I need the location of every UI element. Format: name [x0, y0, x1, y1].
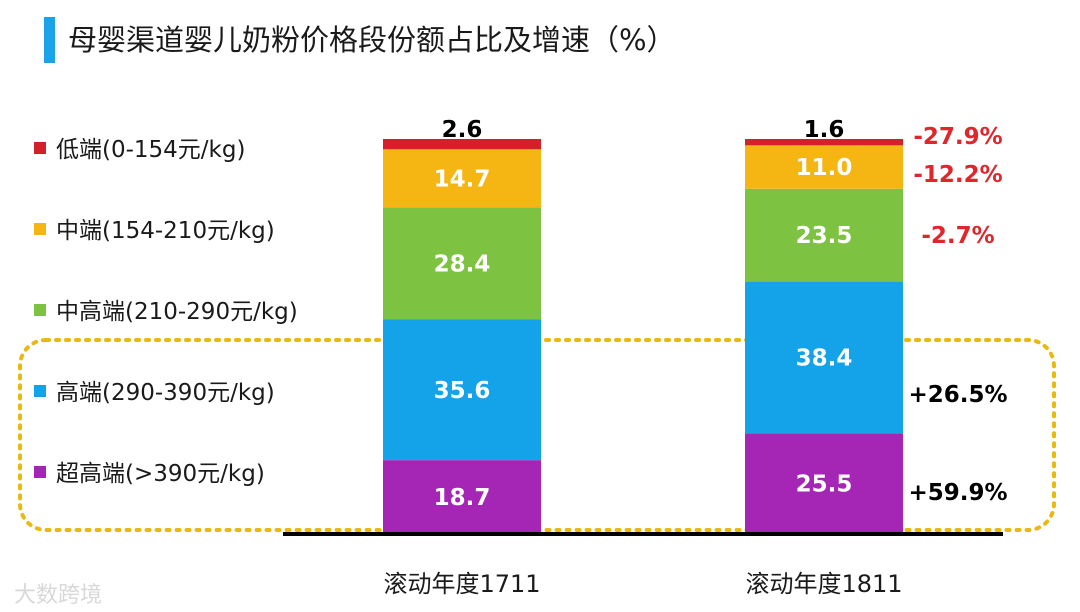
- category-label: 滚动年度1811: [745, 570, 902, 598]
- chart-title: 母婴渠道婴儿奶粉价格段份额占比及增速（%）: [68, 23, 676, 57]
- data-label: 35.6: [434, 378, 491, 404]
- watermark: 大数跨境: [14, 583, 103, 608]
- legend-label: 超高端(>390元/kg): [56, 461, 265, 487]
- legend-label: 中端(154-210元/kg): [56, 218, 275, 244]
- legend-label: 中高端(210-290元/kg): [56, 299, 298, 325]
- data-label: 18.7: [434, 485, 491, 511]
- data-label: 25.5: [796, 472, 853, 498]
- title-accent-bar: [44, 17, 55, 63]
- data-label: 1.6: [804, 117, 845, 143]
- bar-segment: [745, 433, 903, 534]
- bar-segment: [745, 145, 903, 189]
- legend-label: 低端(0-154元/kg): [56, 137, 245, 163]
- legend-swatch: [34, 223, 46, 235]
- bar-segment: [383, 319, 541, 461]
- growth-label: +59.9%: [908, 480, 1007, 506]
- growth-label: -2.7%: [921, 223, 994, 249]
- category-label: 滚动年度1711: [383, 570, 540, 598]
- bar-segment: [745, 188, 903, 282]
- bar-segment: [383, 460, 541, 534]
- growth-label: -27.9%: [913, 124, 1002, 150]
- data-label: 38.4: [796, 345, 853, 371]
- legend-swatch: [34, 304, 46, 316]
- bar-segment: [383, 139, 541, 150]
- legend-swatch: [34, 466, 46, 478]
- bar-segment: [745, 139, 903, 146]
- bar-segment: [383, 149, 541, 208]
- data-label: 23.5: [796, 223, 853, 249]
- bar-segment: [745, 281, 903, 434]
- data-label: 14.7: [434, 166, 491, 192]
- growth-label: -12.2%: [913, 162, 1002, 188]
- data-label: 2.6: [442, 117, 483, 143]
- legend-label: 高端(290-390元/kg): [56, 380, 275, 406]
- legend-swatch: [34, 385, 46, 397]
- legend-swatch: [34, 142, 46, 154]
- growth-label: +26.5%: [908, 382, 1007, 408]
- data-label: 11.0: [796, 155, 853, 181]
- bar-segment: [383, 207, 541, 320]
- data-label: 28.4: [434, 251, 491, 277]
